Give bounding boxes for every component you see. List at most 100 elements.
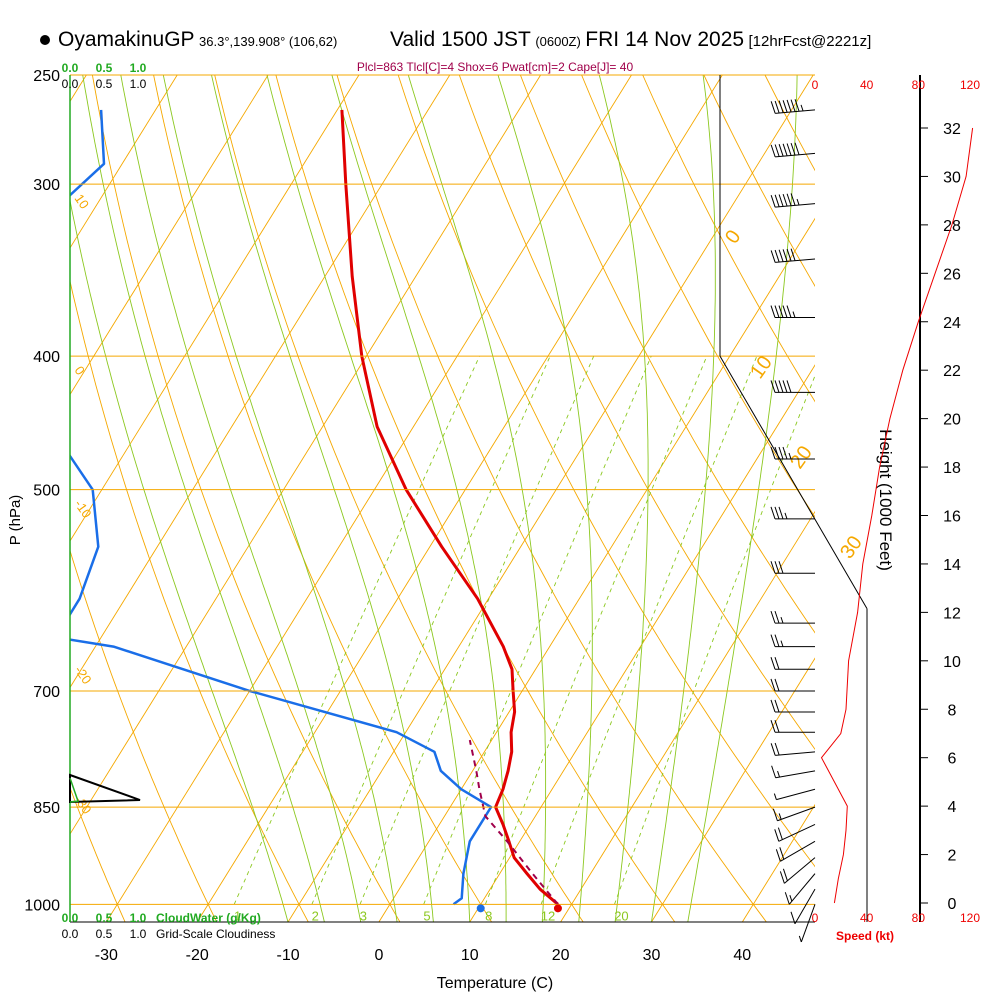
wind-barb xyxy=(770,634,815,648)
wind-barb-flag xyxy=(777,827,783,840)
wind-barb-flag xyxy=(774,699,780,713)
height-tick-label: 0 xyxy=(948,896,957,913)
mixing-ratio-line xyxy=(423,356,652,905)
height-tick-label: 2 xyxy=(948,848,957,865)
wind-barb-flag xyxy=(771,765,777,778)
speed-tick-label: 120 xyxy=(960,911,980,925)
wind-barb-staff xyxy=(776,788,816,801)
dry-adiabat-line xyxy=(70,279,309,922)
valid-utc: (0600Z) xyxy=(535,34,581,49)
height-axis-title: Height (1000 Feet) xyxy=(876,429,895,571)
wind-barb-flag xyxy=(770,743,776,756)
pressure-tick-label: 700 xyxy=(33,684,60,701)
wind-barb xyxy=(790,888,816,925)
wind-barb xyxy=(770,610,815,624)
speed-tick-label: 40 xyxy=(860,78,874,92)
wind-barb-flag xyxy=(789,895,793,902)
temperature-tick-label: 30 xyxy=(643,947,661,964)
wind-barb-flag xyxy=(782,305,788,318)
wind-barb-flag xyxy=(770,380,776,393)
height-tick-label: 30 xyxy=(943,169,961,186)
wind-barb-flag xyxy=(770,250,776,263)
wind-barb-flag xyxy=(778,194,784,207)
surface-temperature-point xyxy=(553,904,562,913)
height-tick-label: 6 xyxy=(948,751,957,768)
mixing-ratio-label: 8 xyxy=(485,908,492,923)
wind-barb-flag xyxy=(790,99,796,112)
wind-barb-flag xyxy=(782,380,788,393)
wind-barb-flag xyxy=(790,142,796,156)
wind-barb-flag xyxy=(779,871,785,884)
isotherm-line xyxy=(469,364,815,922)
wind-barb-flag xyxy=(786,193,792,206)
wind-barb xyxy=(770,720,815,733)
wind-barb xyxy=(770,99,816,114)
wind-barb-flag xyxy=(782,446,788,460)
wind-barb-flag xyxy=(782,193,788,207)
temperature-tick-label: 0 xyxy=(374,947,383,964)
wind-barb xyxy=(779,857,816,884)
pressure-tick-label: 1000 xyxy=(24,897,60,914)
speed-axis-title: Speed (kt) xyxy=(836,929,894,943)
dry-adiabat-line xyxy=(70,549,218,922)
wind-barb-flag xyxy=(774,194,780,207)
wind-barb-flag xyxy=(770,305,776,318)
wind-barb-flag xyxy=(780,640,784,647)
wind-barb-flag xyxy=(778,305,784,318)
wind-barb-flag xyxy=(794,142,800,155)
speed-tick-label: 40 xyxy=(860,911,874,925)
wind-barb-flag xyxy=(774,305,780,318)
wind-barb-flag xyxy=(770,506,776,520)
cloud-scale-tick: 1.0 xyxy=(130,927,147,941)
wind-barb xyxy=(770,561,815,574)
temperature-tick-label: -20 xyxy=(186,947,209,964)
wind-barb-flag xyxy=(777,770,781,778)
wind-barb-flag xyxy=(778,561,784,574)
wind-barb-flag xyxy=(778,100,784,113)
wind-barb-flag xyxy=(782,143,788,156)
wind-barb-flag xyxy=(770,634,776,647)
wind-barb xyxy=(772,806,816,822)
mixing-ratio-label: 5 xyxy=(423,908,430,923)
height-tick-label: 8 xyxy=(948,702,957,719)
wind-barb-staff xyxy=(778,823,816,842)
wind-barb xyxy=(775,840,816,862)
height-tick-label: 28 xyxy=(943,218,961,235)
plot-area xyxy=(70,75,1000,922)
moist-adiabat-line xyxy=(331,75,507,922)
temperature-tick-label: -10 xyxy=(276,947,299,964)
dry-adiabat-label: 0 xyxy=(72,363,88,378)
y-axis-title: P (hPa) xyxy=(7,495,24,546)
isotherm-line xyxy=(70,75,178,249)
wind-barb-flag xyxy=(784,892,790,905)
pressure-tick-label: 300 xyxy=(33,177,60,194)
cloud-scale-tick: 0.0 xyxy=(62,77,79,91)
wind-barb-flag xyxy=(784,512,788,520)
wind-barb-flag xyxy=(770,657,776,670)
station-name: OyamakinuGP xyxy=(58,28,195,51)
wind-barb-flag xyxy=(778,380,784,393)
speed-tick-label: 0 xyxy=(812,911,819,925)
panel-diagonal xyxy=(719,355,868,609)
moist-adiabat-line xyxy=(162,75,398,922)
wind-barb-flag xyxy=(774,446,780,460)
moist-adiabat-line xyxy=(70,198,289,922)
dry-adiabat-line xyxy=(887,75,1000,922)
wind-barb-flag xyxy=(770,101,776,114)
temperature-line xyxy=(340,109,559,906)
wind-barb-flag xyxy=(790,911,796,924)
dry-adiabat-line xyxy=(519,75,815,634)
temperature-tick-label: 40 xyxy=(733,947,751,964)
height-tick-label: 18 xyxy=(943,460,961,477)
parcel-path xyxy=(468,739,559,905)
wind-barb-staff xyxy=(777,806,816,822)
dry-adiabat-line xyxy=(948,75,1000,922)
moist-adiabat-line xyxy=(82,75,325,922)
cloud-scale-tick: 0.5 xyxy=(96,77,113,91)
mixing-ratio-line xyxy=(311,356,551,905)
wind-barb-flag xyxy=(770,561,776,574)
height-tick-label: 14 xyxy=(943,557,961,574)
pressure-tick-label: 850 xyxy=(33,800,60,817)
isotherm-line xyxy=(70,75,360,542)
wind-barb-flag xyxy=(770,699,776,713)
